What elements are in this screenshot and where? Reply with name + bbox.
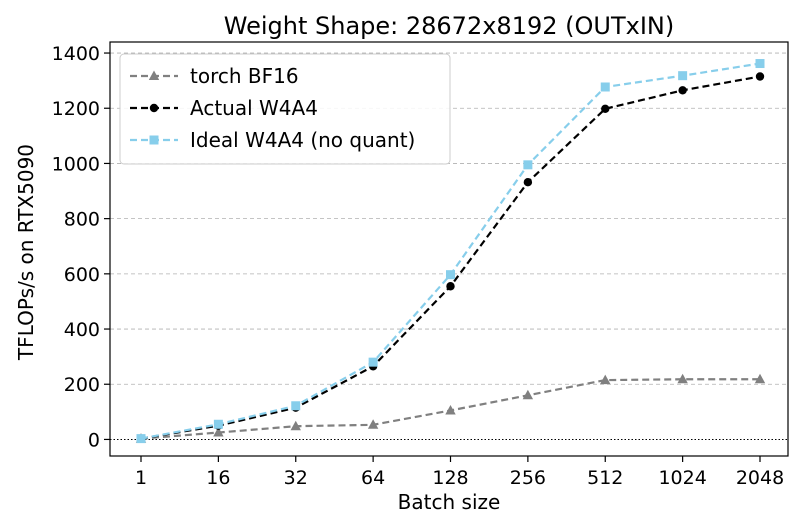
legend-item: Ideal W4A4 (no quant) <box>130 128 415 152</box>
legend-box <box>119 53 451 165</box>
series-layer <box>135 59 766 444</box>
data-point <box>213 427 224 437</box>
data-point <box>367 419 379 429</box>
legend-label: Actual W4A4 <box>190 96 318 120</box>
data-point <box>522 389 534 400</box>
x-tick-label: 16 <box>206 467 230 489</box>
x-tick-label: 2048 <box>736 467 784 489</box>
legend: torch BF16 Actual W4A4 Ideal W4A4 (no quan… <box>119 53 451 165</box>
y-tick-label: 800 <box>64 209 100 231</box>
x-tick-label: 512 <box>587 467 623 489</box>
data-point <box>601 104 610 113</box>
chart-title: Weight Shape: 28672x8192 (OUTxIN) <box>224 12 674 40</box>
data-point <box>677 373 688 384</box>
data-point <box>446 282 455 291</box>
data-point <box>678 71 688 81</box>
y-tick-label: 400 <box>64 319 100 341</box>
data-point <box>213 419 223 429</box>
y-axis-title: TFLOPs/s on RTX5090 <box>14 144 38 361</box>
legend-marker <box>149 135 159 145</box>
x-tick-label: 256 <box>510 467 546 489</box>
series-1 <box>135 373 766 443</box>
data-point <box>600 82 610 92</box>
x-tick-label: 1 <box>135 467 147 489</box>
data-point <box>136 434 146 444</box>
data-point <box>755 72 765 81</box>
x-axis-title: Batch size <box>398 490 501 514</box>
axes: 0 200 400 600 800 1000 1200 1400 1 16 32 64 128 256 51… <box>52 43 785 489</box>
legend-label: torch BF16 <box>190 64 299 88</box>
series-3 <box>136 59 765 444</box>
data-point <box>290 420 301 431</box>
x-tick-label: 1024 <box>658 467 706 489</box>
data-point <box>754 373 766 384</box>
legend-item: Actual W4A4 <box>130 96 318 120</box>
legend-label: Ideal W4A4 (no quant) <box>190 128 415 152</box>
legend-marker <box>149 103 159 113</box>
data-point <box>446 270 455 280</box>
y-tick-label: 1200 <box>52 98 100 120</box>
y-tick-label: 200 <box>64 374 100 396</box>
y-tick-label: 1000 <box>52 153 100 175</box>
legend-marker <box>148 70 160 80</box>
data-point <box>368 357 378 367</box>
x-tick-label: 64 <box>361 467 385 489</box>
y-tick-label: 1400 <box>52 43 100 65</box>
data-point <box>445 404 456 415</box>
x-tick-label: 32 <box>284 467 308 489</box>
data-point <box>678 86 687 95</box>
data-point <box>523 178 533 187</box>
y-tick-label: 0 <box>88 429 100 451</box>
x-tick-label: 128 <box>432 467 468 489</box>
data-point <box>600 374 611 385</box>
plot-frame <box>109 41 789 457</box>
data-point <box>755 59 765 69</box>
data-point <box>291 401 301 411</box>
y-tick-label: 600 <box>64 264 100 286</box>
legend-item: torch BF16 <box>130 64 299 88</box>
data-point <box>523 160 533 170</box>
